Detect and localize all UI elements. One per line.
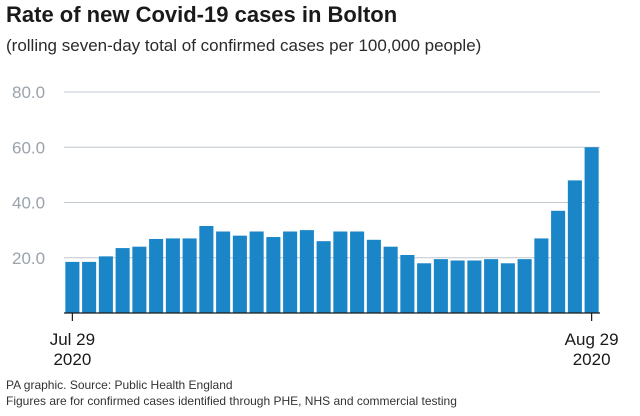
chart-title: Rate of new Covid-19 cases in Bolton xyxy=(6,2,398,27)
bar xyxy=(383,246,398,313)
footer-note: Figures are for confirmed cases identifi… xyxy=(6,394,457,408)
bar xyxy=(534,238,549,313)
bar xyxy=(216,231,231,313)
x-tick-label: Jul 29 xyxy=(50,330,95,349)
bar xyxy=(266,237,281,313)
x-axis xyxy=(64,312,600,321)
y-tick-label: 60.0 xyxy=(12,138,45,157)
bar xyxy=(299,230,314,313)
x-tick-year: 2020 xyxy=(573,350,611,369)
bar xyxy=(82,261,97,313)
bar xyxy=(165,238,180,313)
y-tick-label: 80.0 xyxy=(12,83,45,102)
bar xyxy=(283,231,298,313)
bars xyxy=(65,147,599,313)
bar xyxy=(366,239,381,313)
bar xyxy=(65,261,80,313)
bar xyxy=(484,259,499,313)
bar xyxy=(232,235,247,313)
bar xyxy=(115,248,130,313)
bar xyxy=(400,254,415,313)
bar xyxy=(199,225,214,313)
y-tick-labels: 20.0 40.0 60.0 80.0 xyxy=(12,83,45,268)
chart-subtitle: (rolling seven-day total of confirmed ca… xyxy=(6,36,482,55)
bar xyxy=(433,259,448,313)
x-tick-year: 2020 xyxy=(53,350,91,369)
y-tick-label: 20.0 xyxy=(12,249,45,268)
bar xyxy=(551,210,566,313)
bar xyxy=(249,231,264,313)
bar xyxy=(417,263,432,313)
bar xyxy=(350,231,365,313)
gridlines xyxy=(64,91,600,259)
bar xyxy=(467,260,482,313)
bar xyxy=(450,260,465,313)
footer-source: PA graphic. Source: Public Health Englan… xyxy=(6,378,233,392)
bar xyxy=(182,238,197,313)
x-tick-label: Aug 29 xyxy=(565,330,619,349)
bar xyxy=(584,147,599,313)
bar xyxy=(316,241,331,313)
bar xyxy=(333,231,348,313)
y-tick-label: 40.0 xyxy=(12,194,45,213)
bar xyxy=(149,238,164,313)
bar xyxy=(517,259,532,313)
bar xyxy=(500,263,515,313)
bar xyxy=(98,256,113,313)
bar xyxy=(567,180,582,313)
bar xyxy=(132,246,147,313)
